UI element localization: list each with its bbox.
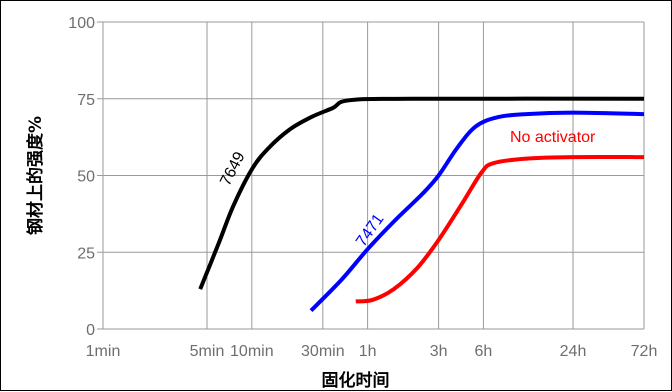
x-tick-label: 24h bbox=[560, 343, 587, 360]
x-tick-label: 6h bbox=[475, 343, 493, 360]
axes: 0 25 50 75 100 1min 5min 10min 30min 1h 3h 6h 24h 72h bbox=[68, 15, 657, 360]
grid bbox=[102, 21, 645, 330]
x-tick-label: 1h bbox=[359, 343, 377, 360]
series-line-2 bbox=[355, 154, 645, 304]
series-label-1: 7471 bbox=[353, 211, 387, 250]
x-tick-label: 72h bbox=[631, 343, 658, 360]
x-tick-label: 5min bbox=[190, 343, 225, 360]
x-tick-label: 1min bbox=[86, 343, 121, 360]
x-axis-title: 固化时间 bbox=[322, 370, 390, 391]
y-tick-label: 0 bbox=[86, 322, 95, 339]
y-tick-label: 75 bbox=[77, 92, 95, 109]
series-lines bbox=[198, 96, 645, 313]
y-tick-label: 25 bbox=[77, 245, 95, 262]
y-tick-label: 100 bbox=[68, 15, 95, 32]
series-line-0 bbox=[198, 96, 645, 290]
series-label-2: No activator bbox=[510, 129, 596, 146]
y-tick-label: 50 bbox=[77, 169, 95, 186]
x-tick-label: 10min bbox=[230, 343, 274, 360]
x-tick-label: 3h bbox=[430, 343, 448, 360]
y-axis-title: 钢材上的强度% bbox=[25, 116, 46, 235]
x-tick-label: 30min bbox=[301, 343, 345, 360]
series-line-1 bbox=[309, 110, 645, 313]
